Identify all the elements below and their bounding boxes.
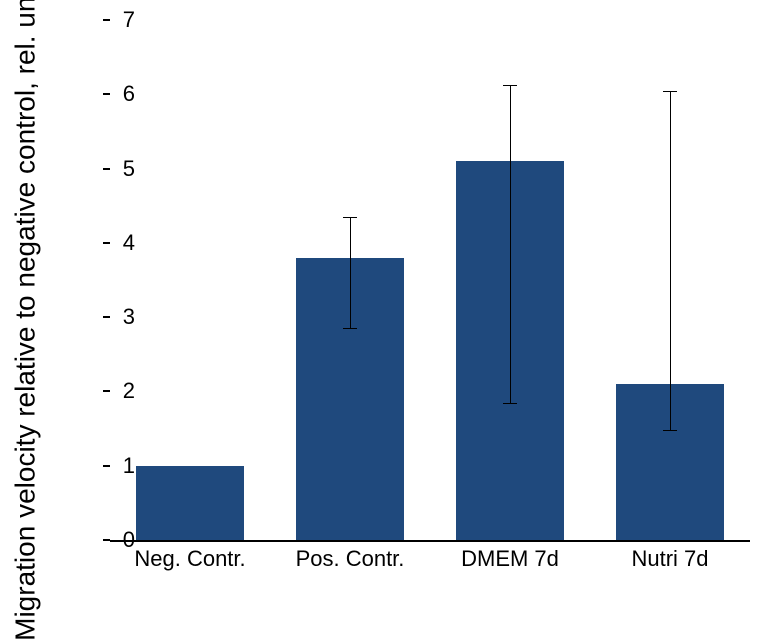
error-bar-cap xyxy=(503,85,517,86)
y-tick-mark xyxy=(103,242,110,244)
x-tick-label: Neg. Contr. xyxy=(134,546,245,572)
error-bar-cap xyxy=(343,328,357,329)
error-bar-cap xyxy=(663,91,677,92)
error-bar xyxy=(670,91,671,430)
error-bar xyxy=(350,217,351,328)
y-tick-label: 5 xyxy=(123,156,135,182)
y-tick-mark xyxy=(103,168,110,170)
x-tick-label: DMEM 7d xyxy=(461,546,559,572)
y-tick-mark xyxy=(103,316,110,318)
y-tick-label: 7 xyxy=(123,7,135,33)
x-tick-label: Nutri 7d xyxy=(631,546,708,572)
y-tick-mark xyxy=(103,390,110,392)
y-tick-label: 1 xyxy=(123,453,135,479)
y-tick-label: 2 xyxy=(123,378,135,404)
error-bar-cap xyxy=(343,217,357,218)
y-axis-label-text: Migration velocity relative to negative … xyxy=(10,0,39,641)
y-tick-mark xyxy=(103,93,110,95)
error-bar-cap xyxy=(663,430,677,431)
y-axis-label: Migration velocity relative to negative … xyxy=(0,0,50,609)
y-tick-label: 0 xyxy=(123,527,135,553)
y-tick-label: 4 xyxy=(123,230,135,256)
bar xyxy=(136,466,245,540)
error-bar xyxy=(510,85,511,402)
plot-area xyxy=(110,20,750,542)
y-tick-label: 6 xyxy=(123,81,135,107)
y-tick-label: 3 xyxy=(123,304,135,330)
bar-chart: Migration velocity relative to negative … xyxy=(0,0,781,609)
error-bar-cap xyxy=(503,403,517,404)
y-tick-mark xyxy=(103,465,110,467)
y-tick-mark xyxy=(103,19,110,21)
x-tick-label: Pos. Contr. xyxy=(296,546,405,572)
y-tick-mark xyxy=(103,539,110,541)
